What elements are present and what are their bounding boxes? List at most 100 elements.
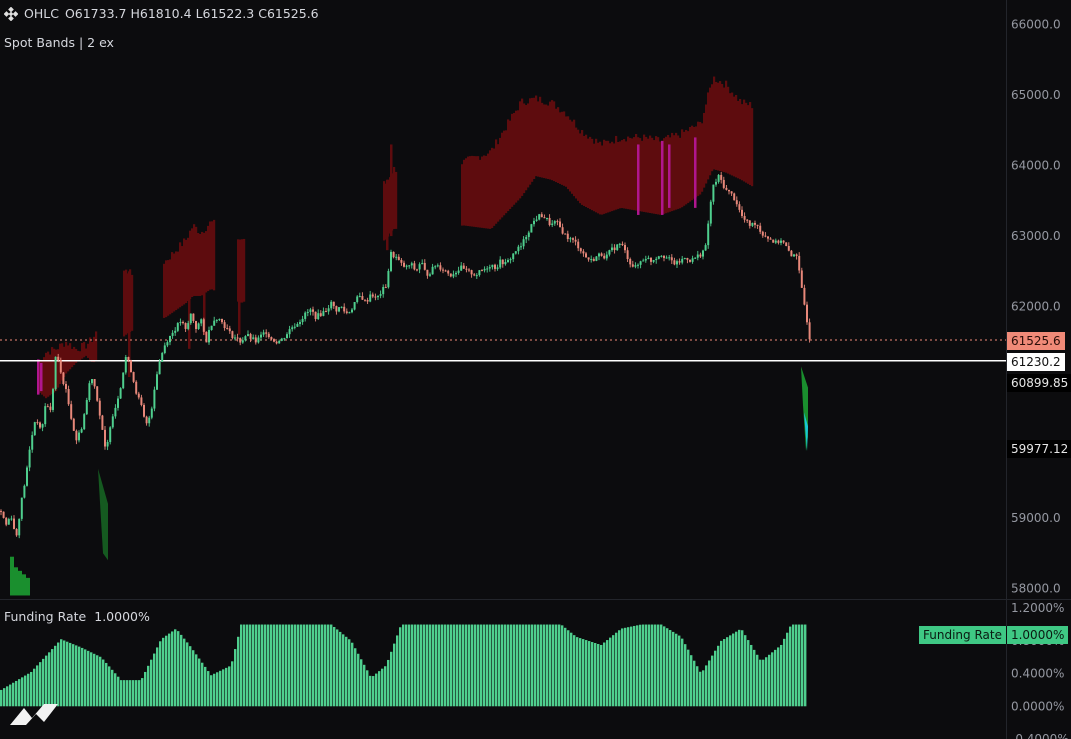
spot-band-segment <box>703 112 706 188</box>
funding-bar <box>600 644 603 707</box>
candle-body <box>517 246 520 252</box>
funding-bar <box>357 653 360 707</box>
candle-body <box>244 336 247 341</box>
candle-body <box>348 312 351 314</box>
funding-legend[interactable]: Funding Rate 1.0000% <box>4 609 150 624</box>
indicator-legend[interactable]: Spot Bands | 2 ex <box>4 35 114 50</box>
candle-body <box>249 334 252 339</box>
candle-body <box>54 356 57 390</box>
funding-bar <box>276 624 279 707</box>
spot-band-segment <box>487 153 490 229</box>
funding-bar <box>537 624 540 707</box>
ohlc-legend: OHLC O61733.7 H61810.4 L61522.3 C61525.6 <box>4 6 319 21</box>
spot-band-segment <box>43 357 46 397</box>
candle-body <box>114 407 117 417</box>
candle-body <box>286 334 288 339</box>
spot-band-segment <box>557 107 560 183</box>
funding-bar <box>309 624 312 707</box>
candle-body <box>722 179 725 188</box>
spot-band-segment <box>629 137 632 210</box>
candle-body <box>582 251 585 254</box>
spot-band-segment <box>519 101 522 199</box>
funding-bar <box>531 624 534 707</box>
funding-bar <box>201 662 204 707</box>
candle-body <box>278 340 281 344</box>
funding-bar <box>246 624 249 707</box>
candle-body <box>491 264 494 268</box>
candle-body <box>559 221 561 228</box>
tradingview-logo-icon[interactable] <box>8 700 60 728</box>
funding-bar <box>759 659 762 707</box>
spot-band-segment <box>205 231 208 293</box>
spot-band-segment <box>81 343 84 359</box>
funding-tick-label: 0.4000% <box>1011 667 1064 681</box>
funding-bar <box>798 624 801 707</box>
spot-band-segment <box>559 112 562 184</box>
candle-body <box>325 311 327 313</box>
funding-bar <box>717 645 720 707</box>
spot-band-segment <box>505 130 508 214</box>
funding-bar <box>585 640 588 707</box>
funding-bar <box>75 645 78 707</box>
funding-bar <box>462 624 465 707</box>
spot-band-segment <box>665 136 668 214</box>
spot-band-segment <box>543 104 546 179</box>
candle-body <box>618 243 621 245</box>
candle-body <box>743 215 746 220</box>
candle-body <box>548 217 551 225</box>
funding-bar <box>288 624 291 707</box>
funding-bar <box>552 624 555 707</box>
candle-body <box>551 223 554 225</box>
candle-body <box>374 296 377 298</box>
funding-bar <box>693 660 696 707</box>
candle-body <box>215 320 218 322</box>
spot-band-segment <box>509 120 512 209</box>
spot-band-segment <box>743 99 746 182</box>
funding-bar <box>771 652 774 707</box>
candle-body <box>223 322 226 329</box>
funding-bar <box>543 624 546 707</box>
candle-body <box>184 323 187 329</box>
candle-body <box>629 259 632 265</box>
price-tick-label: 58000.0 <box>1011 581 1061 595</box>
candle-body <box>317 313 320 319</box>
candle-body <box>715 181 717 185</box>
funding-bar <box>774 649 777 707</box>
funding-bar <box>228 666 231 707</box>
spot-band-segment <box>595 138 598 213</box>
candle-body <box>741 209 743 216</box>
candle-body <box>631 264 634 267</box>
funding-bar <box>471 624 474 707</box>
funding-bar <box>732 633 735 707</box>
candle-body <box>145 416 148 424</box>
candle-body <box>405 265 408 267</box>
spot-band-segment <box>575 127 578 199</box>
candle-body <box>72 418 75 431</box>
funding-bar <box>804 624 807 707</box>
candle-body <box>39 422 41 428</box>
spot-band-segment <box>533 97 536 179</box>
spot-band-segment <box>555 108 558 183</box>
open-value: O61733.7 <box>64 6 127 21</box>
funding-bar <box>168 633 171 707</box>
funding-bar <box>240 624 243 707</box>
funding-bar <box>735 631 738 707</box>
funding-bar <box>189 646 192 707</box>
candle-body <box>579 248 582 252</box>
candle-body <box>392 251 395 258</box>
candle-body <box>410 263 413 266</box>
spot-band-segment <box>541 102 544 178</box>
funding-bar <box>465 624 468 707</box>
candle-body <box>759 225 762 232</box>
spot-band-segment <box>609 143 612 212</box>
candle-body <box>332 301 335 307</box>
candle-body <box>624 245 626 251</box>
candle-body <box>546 217 548 219</box>
spot-band-segment <box>529 98 532 185</box>
candle-body <box>52 389 54 410</box>
spot-band-segment <box>711 84 714 172</box>
spot-band-segment <box>91 341 94 362</box>
candle-body <box>673 260 676 265</box>
binance-diamond-icon <box>4 6 18 21</box>
